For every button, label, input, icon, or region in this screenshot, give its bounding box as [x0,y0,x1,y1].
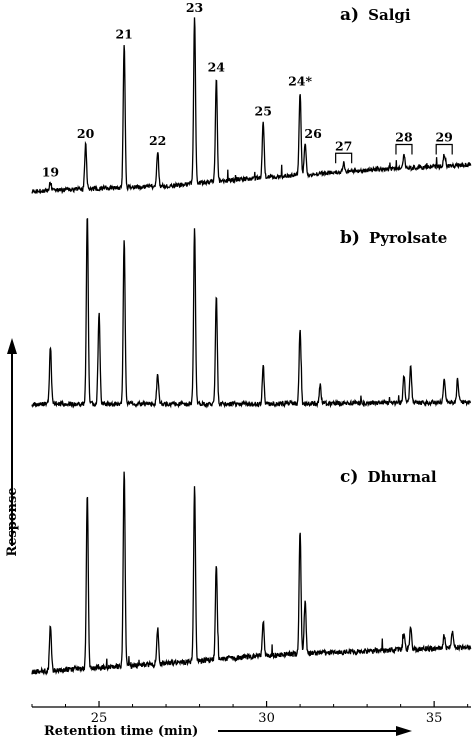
panel-c-name: Dhurnal [368,468,437,486]
peak-label-29: 29 [435,130,452,145]
peak-label-24*: 24* [288,74,312,89]
trace-salgi [31,17,472,195]
panel-b-name: Pyrolsate [369,229,447,247]
trace-dhurnal [31,471,472,676]
panel-b-title: b) Pyrolsate [340,228,447,248]
retention-time-arrow [218,726,412,736]
bracket-peak-27 [335,152,353,164]
peak-label-28: 28 [395,130,413,145]
peak-label-19: 19 [42,165,59,180]
panel-a-letter: a) [340,5,359,25]
bracket-peak-29 [435,143,453,155]
panel-a-name: Salgi [368,6,411,24]
panel-c-title: c) Dhurnal [340,467,437,487]
panel-b-letter: b) [340,228,360,248]
peak-label-20: 20 [77,126,95,141]
peak-brackets [335,143,453,164]
response-arrow [7,338,17,546]
x-axis-ticks: 25 30 35 [31,701,469,726]
bracket-peak-28 [395,143,413,155]
peak-label-21: 21 [115,26,132,41]
x-tick-label-35: 35 [426,711,443,726]
x-tick-label-25: 25 [91,711,108,726]
peak-label-27: 27 [335,138,352,153]
peak-label-22: 22 [149,133,166,148]
y-axis-title: Response [5,487,20,556]
peak-label-26: 26 [304,126,322,141]
panel-a-title: a) Salgi [340,5,411,25]
panel-c-letter: c) [340,467,358,487]
peak-label-25: 25 [255,103,272,118]
peak-labels: 19 20 21 22 23 24 25 24* 26 27 28 29 [42,0,453,180]
x-tick-label-30: 30 [258,711,275,726]
peak-label-24: 24 [208,60,226,75]
x-axis-title: Retention time (min) [44,724,198,739]
peak-label-23: 23 [186,0,203,15]
trace-pyrolsate [31,218,471,409]
chromatogram-traces [31,17,472,676]
